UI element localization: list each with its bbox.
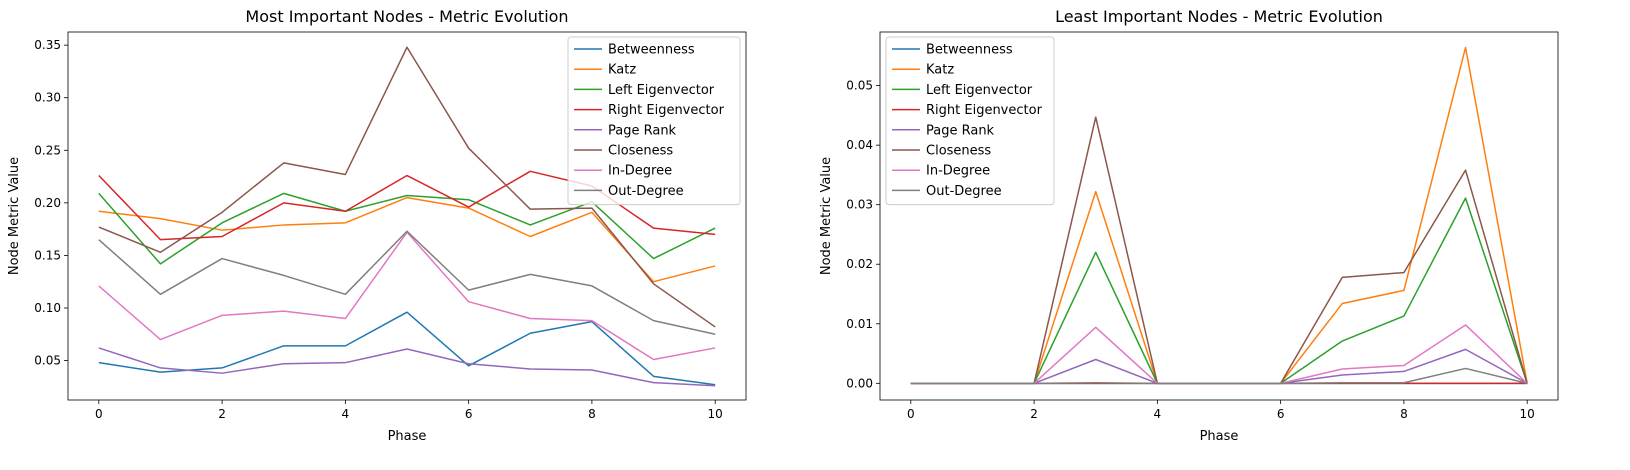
x-tick-label: 10 [1520,407,1535,421]
y-axis-label: Node Metric Value [819,157,834,275]
x-axis-label: Phase [388,429,427,444]
y-tick-label: 0.30 [34,91,61,105]
legend-label: Left Eigenvector [608,83,715,98]
legend-label: Out-Degree [608,184,684,199]
y-tick-label: 0.15 [34,248,61,262]
legend-label: Page Rank [608,123,677,138]
series-line-out-degree [910,367,1528,385]
axes-frame [67,31,747,401]
legend-box [885,36,1055,206]
legend-label: Right Eigenvector [926,103,1043,118]
chart-panel-1: Most Important Nodes - Metric Evolution 0… [7,7,747,444]
legend-label: Closeness [926,144,991,159]
y-tick-label: 0.01 [846,317,873,331]
series-line-betweenness [98,311,716,386]
legend-label: Betweenness [926,43,1013,58]
x-tick-label: 8 [1400,407,1408,421]
axes-frame [879,31,1559,401]
y-tick-label: 0.00 [846,376,873,390]
chart-title: Least Important Nodes - Metric Evolution [1055,7,1383,26]
y-axis-label: Node Metric Value [7,157,22,275]
y-tick-label: 0.25 [34,143,61,157]
series-line-katz [98,196,716,283]
series-line-left-eigenvector [910,197,1528,385]
y-tick-label: 0.10 [34,301,61,315]
y-tick-label: 0.04 [846,138,873,152]
y-tick-label: 0.20 [34,196,61,210]
series-line-out-degree [98,230,716,336]
series-line-page-rank [98,347,716,387]
y-tick-label: 0.05 [34,354,61,368]
legend-box [567,36,741,206]
chart-panel-2: Least Important Nodes - Metric Evolution… [819,7,1559,444]
x-tick-label: 0 [95,407,103,421]
x-tick-label: 8 [588,407,596,421]
series-line-closeness [98,46,716,328]
legend-label: Katz [608,63,636,78]
legend-label: Closeness [608,144,673,159]
x-tick-label: 2 [1030,407,1038,421]
y-tick-label: 0.03 [846,198,873,212]
legend-label: Left Eigenvector [926,83,1033,98]
x-tick-label: 6 [465,407,473,421]
x-tick-label: 6 [1277,407,1285,421]
x-tick-label: 4 [342,407,350,421]
legend-label: Page Rank [926,123,995,138]
legend: Betweenness Katz Left Eigenvector Right Eig… [567,36,741,206]
series-line-in-degree [98,231,716,361]
y-tick-label: 0.05 [846,79,873,93]
x-tick-label: 0 [907,407,915,421]
legend: Betweenness Katz Left Eigenvector Right Eig… [885,36,1055,206]
legend-label: Out-Degree [926,184,1002,199]
y-tick-label: 0.35 [34,38,61,52]
series-line-left-eigenvector [98,192,716,265]
legend-label: Katz [926,63,954,78]
series-line-in-degree [910,324,1528,385]
chart-title: Most Important Nodes - Metric Evolution [245,7,568,26]
x-tick-label: 4 [1154,407,1162,421]
x-tick-label: 10 [708,407,723,421]
legend-label: Right Eigenvector [608,103,725,118]
legend-label: Betweenness [608,43,695,58]
x-tick-label: 2 [218,407,226,421]
series-line-page-rank [910,348,1528,385]
legend-label: In-Degree [926,164,990,179]
x-axis-label: Phase [1200,429,1239,444]
legend-label: In-Degree [608,164,672,179]
y-tick-label: 0.02 [846,257,873,271]
